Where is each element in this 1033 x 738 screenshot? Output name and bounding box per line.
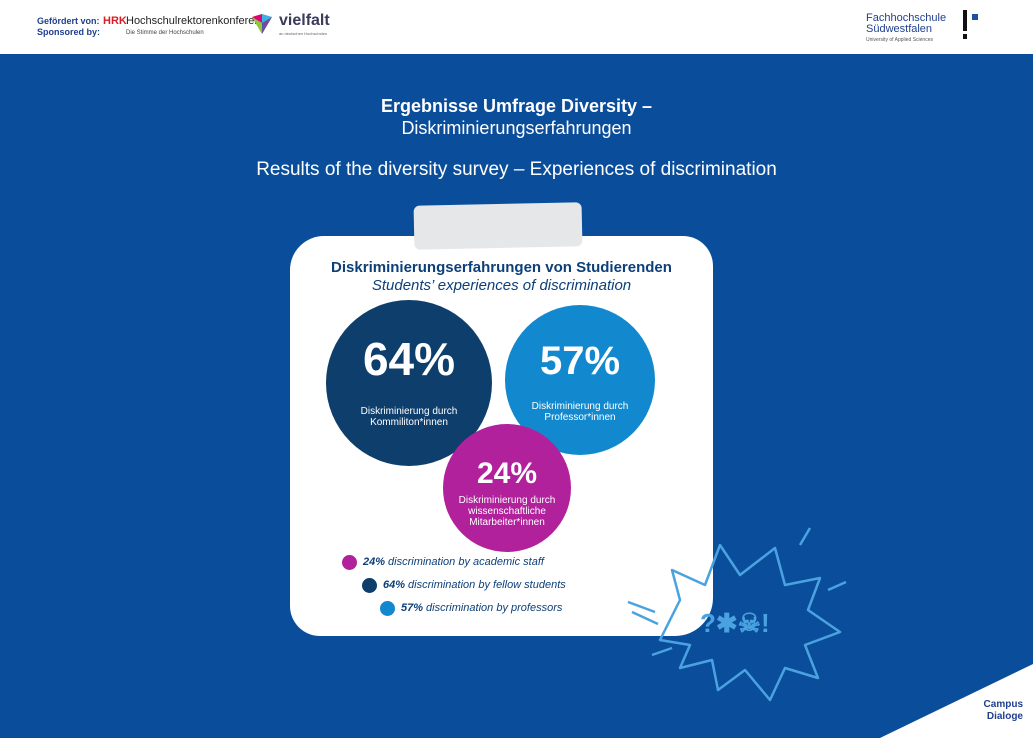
bubble-category-label: Diskriminierung durch [361,406,458,417]
legend-label: discrimination by academic staff [388,556,544,568]
legend-percent: 24% [363,556,386,568]
campus-logo-line1: Campus [983,699,1023,710]
bubble-category-label: wissenschaftliche [467,506,546,517]
page-subtitle-de: Diskriminierungserfahrungen [401,118,632,138]
bubble-64 [326,300,492,466]
hrk-logo: HRK [103,15,127,27]
bubble-value-label: 57% [540,339,620,383]
legend-item: 24% discrimination by academic staff [342,553,544,571]
hrk-subline: Die Stimme der Hochschulen [126,30,204,36]
page-title-en: Results of the diversity survey – Experi… [256,159,777,180]
legend-percent: 57% [401,602,424,614]
sponsor-header: Gefördert von: Sponsored by: HRK Hochsch… [0,0,1033,54]
fh-logo-line1: Fachhochschule [866,12,947,24]
vielfalt-subline: an deutschen Hochschulen [279,31,328,36]
legend-label: discrimination by fellow students [408,579,566,591]
sponsor-label: Gefördert von: Sponsored by: [37,16,100,38]
sponsor-label-de: Gefördert von: [37,16,100,26]
vielfalt-name: vielfalt [279,12,330,29]
campus-logo-line2: Dialoge [986,711,1023,722]
fh-logo-line2: Südwestfalen [866,23,933,35]
bubble-category-label: Mitarbeiter*innen [469,517,545,528]
legend-item: 57% discrimination by professors [380,599,562,617]
page-title-de: Ergebnisse Umfrage Diversity – [380,96,653,116]
bubble-value-label: 24% [477,457,537,490]
chart-subtitle: Students’ experiences of discrimination [371,277,632,294]
sponsor-label-en: Sponsored by: [37,27,101,37]
corner-page-curl [880,664,1033,738]
legend-label: discrimination by professors [426,602,563,614]
legend-percent: 64% [383,579,406,591]
bubble-category-label: Diskriminierung durch [532,401,629,412]
bubble-24 [443,424,571,552]
legend-item: 64% discrimination by fellow students [362,576,566,594]
legend-swatch [380,600,395,616]
hrk-name: Hochschulrektorenkonferenz [126,15,267,27]
bubble-57 [505,305,655,455]
fh-logo-line3: University of Applied Sciences [866,37,933,43]
comic-symbols: ?✱☠! [700,608,770,638]
bubble-category-label: Kommiliton*innen [370,417,448,428]
campus-dialoge-logo: Campus Dialoge [955,699,1023,723]
fh-logo-square [972,14,978,20]
fh-exclamation-bar [963,10,967,31]
bubble-category-label: Professor*innen [544,412,615,423]
legend-swatch [362,577,377,593]
bubble-value-label: 64% [363,333,455,385]
chart-title: Diskriminierungserfahrungen von Studiere… [331,259,672,276]
legend-swatch [342,554,357,570]
fh-exclamation-dot [963,34,967,39]
vielfalt-diamond-icon [252,14,272,34]
bubble-category-label: Diskriminierung durch [459,495,556,506]
